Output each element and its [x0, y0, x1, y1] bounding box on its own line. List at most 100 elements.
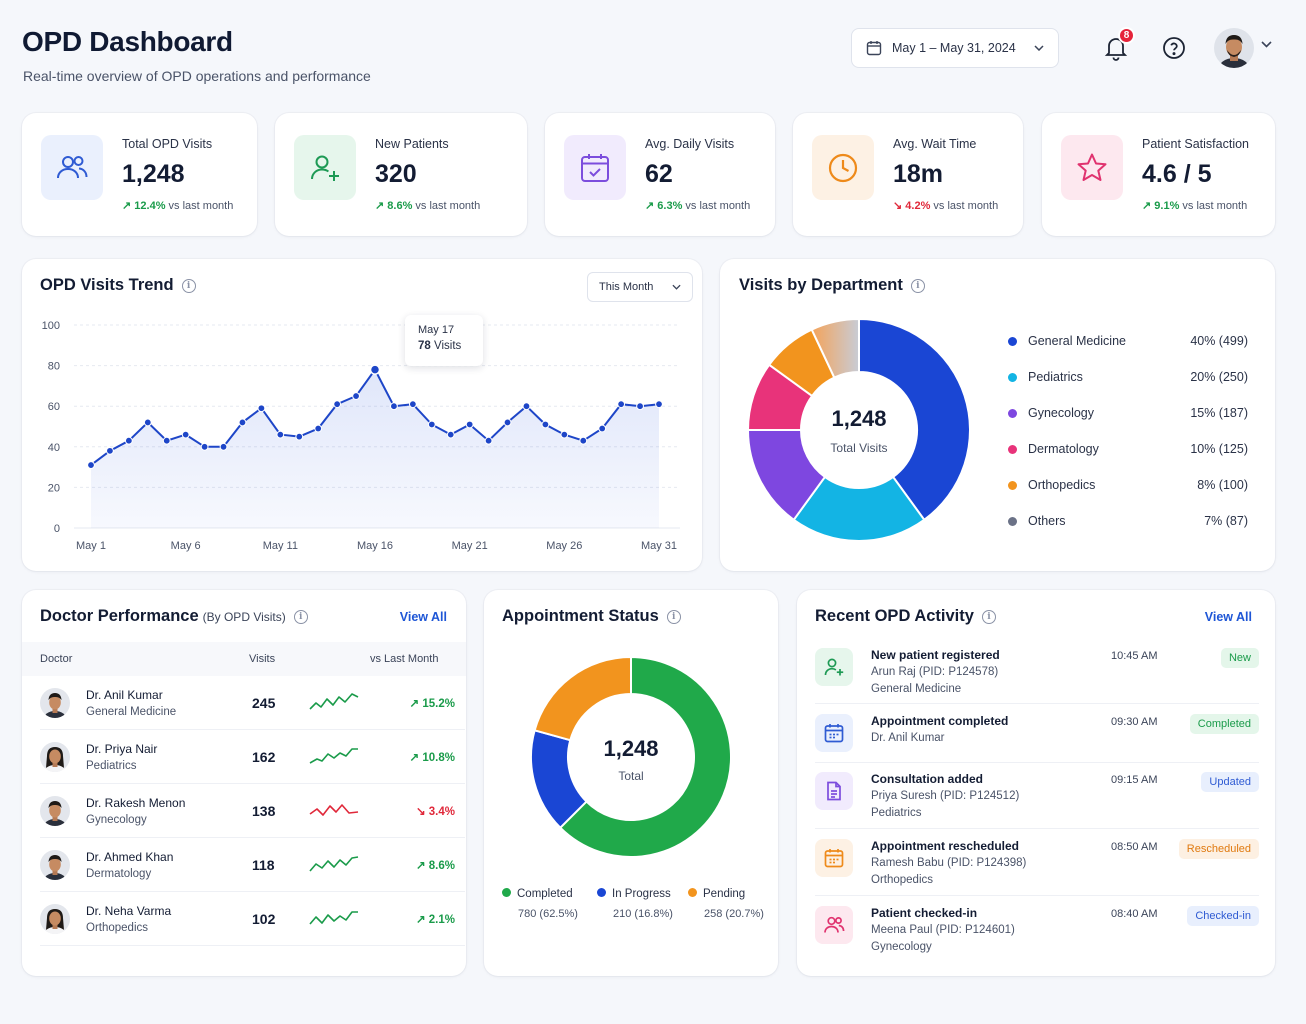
data-point[interactable] — [352, 392, 360, 400]
data-point[interactable] — [598, 424, 607, 433]
card-title: Appointment Status i — [502, 607, 681, 626]
doctor-department: Dermatology — [86, 868, 152, 880]
data-point[interactable] — [219, 442, 228, 451]
data-point[interactable] — [579, 436, 588, 445]
legend-swatch — [1008, 445, 1017, 454]
y-tick-label: 0 — [54, 523, 60, 535]
data-point[interactable] — [503, 418, 512, 427]
kpi-suffix: vs last month — [933, 200, 999, 212]
kpi-value: 18m — [893, 160, 944, 188]
activity-item[interactable]: Consultation added Priya Suresh (PID: P12… — [815, 772, 1259, 822]
chevron-down-icon — [1034, 45, 1044, 51]
trend-up-icon: ↗ — [415, 860, 429, 872]
period-select[interactable]: This Month — [587, 272, 693, 302]
table-row[interactable]: Dr. Neha Varma Orthopedics 102 ↗ 2.1% — [40, 892, 465, 946]
calendar-check-icon — [564, 135, 626, 200]
data-point[interactable] — [200, 442, 209, 451]
kpi-card-avg-daily-visits: Avg. Daily Visits 62 ↗ 6.3% vs last mont… — [545, 113, 775, 236]
info-icon[interactable]: i — [293, 609, 308, 624]
activity-detail: Arun Raj (PID: P124578) — [871, 666, 999, 678]
department-donut — [746, 317, 971, 542]
data-point[interactable] — [106, 446, 114, 455]
legend-label: Dermatology — [1028, 442, 1099, 456]
activity-time: 08:50 AM — [1111, 841, 1158, 853]
activity-detail: Dr. Anil Kumar — [871, 732, 945, 744]
y-tick-label: 20 — [48, 482, 60, 494]
info-icon[interactable]: i — [181, 278, 196, 293]
trend-up-icon: ↗ — [409, 752, 423, 764]
status-badge: Checked-in — [1187, 906, 1259, 926]
view-all-link[interactable]: View All — [399, 610, 447, 624]
avatar — [40, 742, 70, 772]
data-point[interactable] — [465, 420, 474, 429]
avatar[interactable] — [1214, 28, 1254, 68]
data-point[interactable] — [560, 430, 569, 439]
table-row[interactable]: Dr. Priya Nair Pediatrics 162 ↗ 10.8% — [40, 730, 465, 784]
legend-value: 10% (125) — [1190, 442, 1248, 456]
department-title: Visits by Department — [739, 276, 903, 294]
data-point[interactable] — [369, 364, 381, 375]
data-point[interactable] — [143, 418, 152, 427]
doctor-name: Dr. Rakesh Menon — [86, 796, 186, 810]
legend-value: 210 (16.8%) — [613, 908, 673, 920]
users-icon — [41, 135, 103, 200]
data-point[interactable] — [541, 420, 550, 429]
help-icon[interactable] — [1162, 36, 1186, 60]
calendar-icon — [815, 839, 853, 877]
data-point[interactable] — [655, 400, 663, 409]
donut-slice[interactable] — [858, 317, 971, 522]
table-row[interactable]: Dr. Rakesh Menon Gynecology 138 ↘ 3.4% — [40, 784, 465, 838]
donut-center-value: 1,248 — [831, 406, 887, 431]
data-point[interactable] — [636, 402, 644, 411]
chevron-down-icon[interactable] — [1261, 41, 1272, 48]
info-icon[interactable]: i — [666, 609, 681, 624]
legend-swatch — [1008, 481, 1017, 490]
card-title: Recent OPD Activity i — [815, 607, 996, 626]
status-badge: New — [1220, 648, 1259, 668]
data-point[interactable] — [390, 402, 398, 411]
data-point[interactable] — [257, 404, 266, 413]
table-row[interactable]: Dr. Anil Kumar General Medicine 245 ↗ 15.2% — [40, 676, 465, 730]
data-point[interactable] — [446, 430, 455, 439]
donut-slice[interactable] — [533, 655, 632, 742]
data-point[interactable] — [314, 424, 323, 433]
x-tick-label: May 6 — [171, 540, 201, 552]
doctor-change: ↗ 8.6% — [416, 858, 455, 872]
donut-slice[interactable] — [810, 317, 860, 379]
data-point[interactable] — [87, 461, 95, 469]
data-point[interactable] — [181, 430, 190, 439]
data-point[interactable] — [617, 400, 626, 409]
data-point[interactable] — [522, 402, 531, 411]
data-point[interactable] — [276, 430, 285, 439]
legend-item: Gynecology 15% (187) — [1008, 404, 1248, 422]
info-icon[interactable]: i — [910, 278, 925, 293]
activity-time: 10:45 AM — [1111, 650, 1158, 662]
data-point[interactable] — [124, 436, 133, 445]
activity-item[interactable]: Appointment rescheduled Ramesh Babu (PID:… — [815, 839, 1259, 889]
table-row[interactable]: Dr. Ahmed Khan Dermatology 118 ↗ 8.6% — [40, 838, 465, 892]
trend-up-icon: ↗ — [375, 200, 388, 212]
data-point[interactable] — [162, 436, 171, 445]
date-range-picker[interactable]: May 1 – May 31, 2024 — [851, 28, 1059, 68]
info-icon[interactable]: i — [981, 609, 996, 624]
view-all-link[interactable]: View All — [1204, 610, 1252, 624]
data-point[interactable] — [333, 400, 342, 409]
doctor-name: Dr. Ahmed Khan — [86, 850, 174, 864]
data-point[interactable] — [295, 432, 304, 441]
doctor-change-value: 8.6% — [428, 860, 455, 872]
data-point[interactable] — [427, 420, 436, 429]
donut-slice[interactable] — [558, 655, 731, 858]
legend-item: Others 7% (87) — [1008, 512, 1248, 530]
kpi-trend: ↘ 4.2% vs last month — [893, 199, 998, 212]
data-point[interactable] — [238, 418, 247, 427]
data-point[interactable] — [484, 436, 493, 445]
activity-item[interactable]: Appointment completed Dr. Anil Kumar 09:30… — [815, 714, 1259, 764]
legend-item: Pediatrics 20% (250) — [1008, 368, 1248, 386]
legend-item: Orthopedics 8% (100) — [1008, 476, 1248, 494]
data-point[interactable] — [408, 400, 417, 409]
activity-detail: Ramesh Babu (PID: P124398) — [871, 857, 1027, 869]
appointment-status-card: Appointment Status i 1,248 Total Complet… — [484, 590, 778, 976]
doctors-subtitle: (By OPD Visits) — [202, 609, 286, 624]
activity-item[interactable]: Patient checked-in Meena Paul (PID: P1246… — [815, 906, 1259, 956]
activity-item[interactable]: New patient registered Arun Raj (PID: P12… — [815, 648, 1259, 698]
